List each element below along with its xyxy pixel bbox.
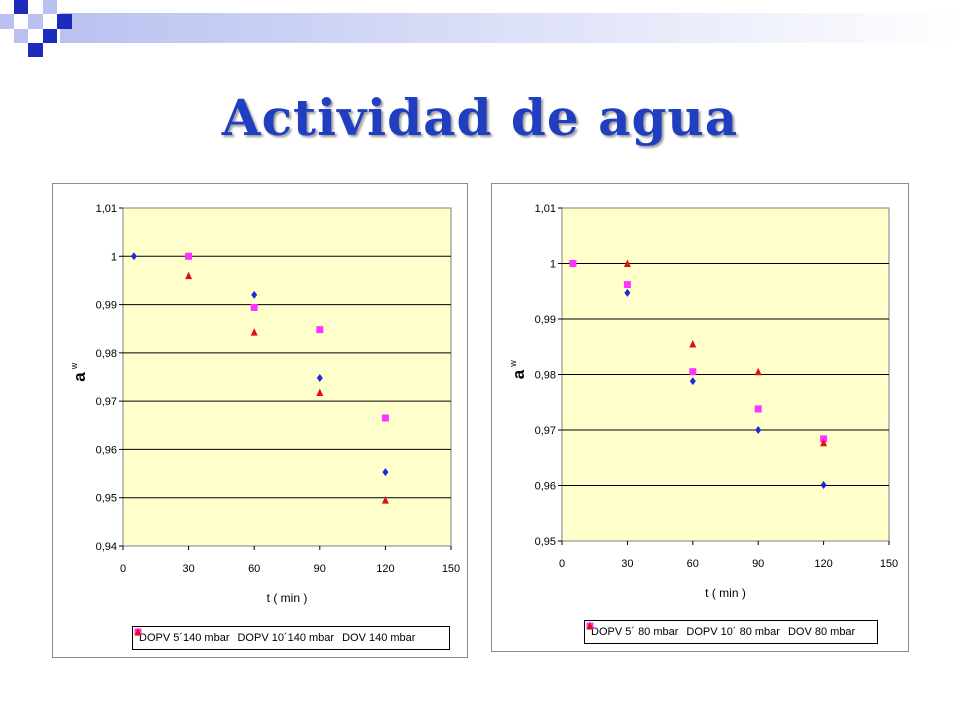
chart-left-plot-area [122, 207, 452, 547]
chart-right: 0,95 0,96 0,97 0,98 0,99 1 1,01 0 30 60 90 120 150 t … [491, 183, 909, 652]
chart-left-point-series3 [381, 496, 389, 504]
chart-left-point-series1 [251, 290, 258, 299]
chart-right-legend-item: DOV 80 mbar [586, 622, 856, 638]
chart-left-point-series2 [316, 326, 324, 334]
chart-left-legend-item: DOPV 5´140 mbar [135, 628, 230, 644]
chart-right-point-series3 [623, 259, 631, 267]
chart-right-legend-marker [586, 622, 594, 630]
triangle-marker-icon [134, 628, 142, 636]
chart-right-y-tick-label: 1 [550, 259, 556, 271]
chart-right-x-tick-label: 30 [621, 558, 633, 570]
chart-right-y-axis-label: a [509, 369, 528, 379]
chart-left-point-series2 [185, 252, 193, 260]
chart-right-x-tick-label: 0 [559, 558, 565, 570]
chart-right-point-series1 [624, 288, 631, 297]
chart-right-y-tick-label: 0,99 [535, 314, 556, 326]
chart-right-point-series1 [755, 426, 762, 434]
chart-left-point-series3 [316, 388, 324, 396]
chart-right-y-axis-label-subscript: w [508, 360, 518, 368]
chart-left-x-tick-label: 90 [314, 563, 326, 575]
chart-right-legend-label: DOPV 10´ 80 mbar [686, 626, 780, 638]
chart-right-x-tick-label: 90 [752, 558, 764, 570]
chart-right-y-tick-label: 0,95 [535, 536, 556, 548]
chart-left-y-axis-label: a [70, 372, 89, 382]
chart-left-y-tick-label: 0,98 [96, 348, 117, 360]
chart-left-x-axis-label: t ( min ) [267, 591, 308, 605]
chart-left-x-tick-label: 150 [442, 563, 460, 575]
chart-left-plot: 0,94 0,95 0,96 0,97 0,98 0,99 1 1,01 0 30 60 90 120 1… [69, 203, 460, 605]
chart-left-x-tick-label: 30 [182, 563, 194, 575]
chart-left-y-tick-label: 0,94 [96, 541, 117, 553]
title-decoration [0, 0, 960, 57]
chart-left-y-axis-label-subscript: w [69, 362, 79, 370]
chart-left-legend-marker [134, 628, 142, 636]
chart-right-plot: 0,95 0,96 0,97 0,98 0,99 1 1,01 0 30 60 90 120 150 t … [508, 203, 898, 600]
chart-right-legend-item: DOPV 5´ 80 mbar [587, 622, 679, 638]
chart-right-legend-label: DOV 80 mbar [787, 626, 856, 638]
chart-left-x-tick-label: 120 [376, 563, 394, 575]
chart-right-point-series2 [689, 368, 697, 376]
chart-left-legend-item: DOV 140 mbar [134, 628, 416, 644]
chart-right-point-series3 [689, 339, 697, 348]
slide-title: Actividad de agua [221, 88, 739, 147]
triangle-marker-icon [586, 622, 594, 630]
chart-right-x-axis-label: t ( min ) [705, 586, 746, 600]
chart-left-legend: DOPV 5´140 mbar DOPV 10´140 mbar DOV 140 m… [132, 626, 450, 650]
chart-right-x-tick-label: 120 [814, 558, 832, 570]
chart-left-y-tick-label: 0,95 [96, 493, 117, 505]
chart-right-y-tick-label: 0,98 [535, 370, 556, 382]
chart-left-y-tick-label: 1,01 [96, 203, 117, 215]
chart-left-point-series1 [130, 252, 137, 261]
chart-right-point-series2 [754, 405, 762, 413]
chart-right-x-tick-label: 60 [687, 558, 699, 570]
chart-right-legend-label: DOPV 5´ 80 mbar [591, 626, 679, 638]
chart-right-point-series2 [623, 281, 631, 289]
chart-right-y-tick-label: 1,01 [535, 203, 556, 215]
chart-left: 0,94 0,95 0,96 0,97 0,98 0,99 1 1,01 0 30 60 90 120 1… [52, 183, 468, 658]
chart-left-point-series2 [250, 303, 258, 311]
chart-left-y-tick-label: 1 [111, 251, 117, 263]
chart-left-y-tick-label: 0,97 [96, 396, 117, 408]
chart-right-y-tick-label: 0,96 [535, 481, 556, 493]
chart-right-point-series1 [820, 480, 827, 489]
chart-left-y-tick-label: 0,99 [96, 300, 117, 312]
chart-right-y-tick-label: 0,97 [535, 425, 556, 437]
chart-left-point-series3 [250, 328, 258, 336]
chart-left-x-tick-label: 0 [120, 563, 126, 575]
chart-left-point-series2 [381, 414, 389, 422]
chart-right-legend-item: DOPV 10´ 80 mbar [586, 622, 780, 638]
chart-right-x-tick-label: 150 [880, 558, 898, 570]
chart-right-legend: DOPV 5´ 80 mbar DOPV 10´ 80 mbar DOV 80 mb… [584, 620, 878, 644]
chart-left-point-series1 [316, 373, 323, 382]
chart-left-legend-label: DOV 140 mbar [342, 632, 416, 644]
chart-left-point-series1 [382, 468, 389, 477]
chart-left-legend-label: DOPV 5´140 mbar [139, 632, 230, 644]
chart-right-point-series3 [820, 438, 828, 447]
chart-left-x-tick-label: 60 [248, 563, 260, 575]
chart-right-point-series3 [754, 367, 762, 376]
chart-left-legend-item: DOPV 10´140 mbar [134, 628, 335, 644]
chart-right-point-series1 [689, 377, 696, 386]
chart-right-point-series2 [569, 260, 577, 267]
chart-left-point-series3 [185, 271, 193, 280]
chart-left-y-tick-label: 0,96 [96, 444, 117, 456]
chart-left-legend-label: DOPV 10´140 mbar [237, 632, 335, 644]
